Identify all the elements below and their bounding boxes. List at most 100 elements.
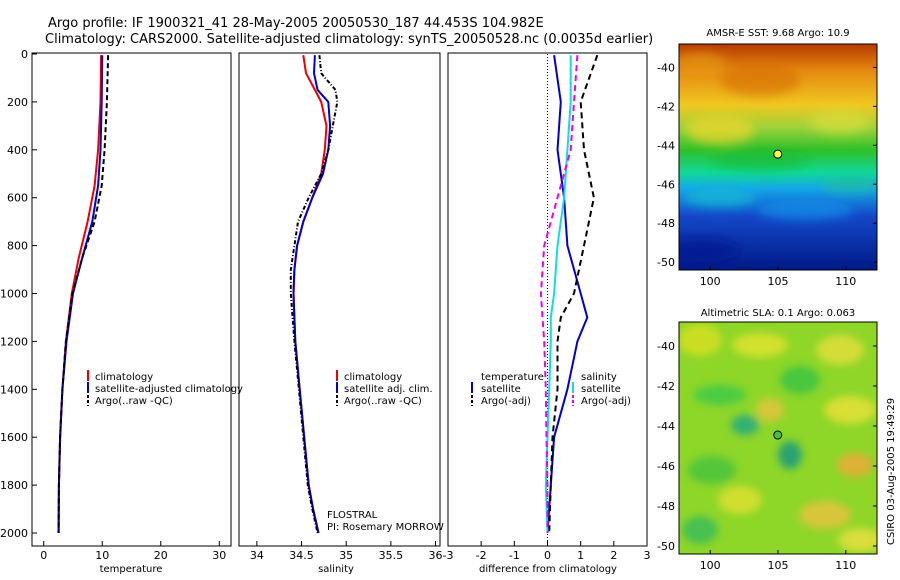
map-y-tick-label: -44 [657,139,675,152]
pi-note: PI: Rosemary MORROW [327,522,444,533]
sst-map-axes: 100 105 110 -40 -42 -44 -46 -48 -50 [657,61,877,288]
map-x-tick-label: 110 [835,559,856,572]
x-tick-label: -2 [476,549,487,562]
sst-map-panel: AMSR-E SST: 9.68 Argo: 10.9 100 105 110 -40… [657,28,878,288]
difference-legend: temperature satellite Argo(-adj) salinit… [471,372,631,407]
float-name-note: FLOSTRAL [327,510,378,521]
legend-label-argo: Argo(..raw -QC) [95,396,173,407]
y-tick-label: 400 [7,144,28,157]
legend-label-sal-satellite: satellite [581,384,621,395]
temperature-x-axis: 0 10 20 30 [40,541,226,562]
legend-label-satellite-adj: satellite adj. clim. [344,384,433,395]
x-tick-label: 0 [544,549,551,562]
sla-texture [679,324,877,552]
y-tick-label: 200 [7,96,28,109]
salinity-panel: 34 34.5 35 35.5 36 salinity climatology sate… [238,52,444,575]
csiro-timestamp: CSIRO 03-Aug-2005 19:49:29 [886,398,897,545]
difference-series [539,54,599,534]
map-y-tick-label: -46 [657,178,675,191]
map-x-tick-label: 100 [700,275,721,288]
y-tick-label: 1200 [0,335,28,348]
difference-xlabel: difference from climatology [479,564,617,575]
salinity-plot-frame [238,52,441,547]
map-y-tick-label: -50 [657,540,675,553]
x-tick-label: 30 [212,549,226,562]
legend-label-argo: Argo(..raw -QC) [344,396,422,407]
x-tick-label: 34 [250,549,264,562]
series-line-satellite-adj-clim- [292,55,332,534]
x-tick-label: 36 [429,549,443,562]
argo-float-marker [773,149,783,159]
legend-label-climatology: climatology [344,372,402,383]
y-tick-label: 1600 [0,431,28,444]
sst-heatmap [679,44,877,270]
depth-axis: 0 200 400 600 800 1000 1200 1400 1600 1800 2000 [0,48,37,540]
temperature-panel: 0 200 400 600 800 1000 1200 1400 1600 1800 2000 0 1… [0,48,243,575]
y-tick-label: 2000 [0,527,28,540]
legend-label-climatology: climatology [95,372,153,383]
legend-label-sal-argo: Argo(-adj) [581,396,631,407]
map-y-tick-label: -40 [657,61,675,74]
sla-map-axes: 100 105 110 -40 -42 -44 -46 -48 -50 [657,340,877,572]
x-tick-label: -1 [509,549,520,562]
salinity-xlabel: salinity [318,564,354,575]
y-tick-label: 1800 [0,479,28,492]
x-tick-label: 34.5 [289,549,314,562]
legend-label-temp-argo: Argo(-adj) [481,396,531,407]
x-tick-label: 1 [577,549,584,562]
map-x-tick-label: 105 [768,275,789,288]
x-tick-label: 35 [339,549,353,562]
x-tick-label: 10 [95,549,109,562]
map-x-tick-label: 100 [700,559,721,572]
x-tick-label: 2 [610,549,617,562]
map-y-tick-label: -42 [657,380,675,393]
y-tick-label: 800 [7,240,28,253]
map-x-tick-label: 110 [835,275,856,288]
salinity-x-axis: 34 34.5 35 35.5 36 [250,541,443,562]
map-y-tick-label: -42 [657,100,675,113]
series-line-salinity-argo-adj- [539,55,579,533]
map-y-tick-label: -40 [657,340,675,353]
x-tick-label: 35.5 [379,549,404,562]
series-line-satellite-adjusted-climatology [57,55,104,534]
sla-map-title: Altimetric SLA: 0.1 Argo: 0.063 [701,308,856,319]
sst-map-title: AMSR-E SST: 9.68 Argo: 10.9 [706,28,849,39]
map-x-tick-label: 105 [768,559,789,572]
y-tick-label: 600 [7,192,28,205]
temperature-xlabel: temperature [100,564,163,575]
sla-map-panel: Altimetric SLA: 0.1 Argo: 0.063 [657,308,878,572]
y-tick-label: 1000 [0,288,28,301]
figure-title-line2: Climatology: CARS2000. Satellite-adjuste… [45,32,653,47]
temperature-legend: climatology satellite-adjusted climatolo… [87,370,243,407]
salinity-legend: climatology satellite adj. clim. Argo(..… [336,370,433,407]
series-line-temperature-satellite [546,55,589,534]
temperature-series [57,55,110,534]
difference-x-axis: -3 -2 -1 0 1 2 3 [443,541,651,562]
temperature-plot-frame [31,52,232,547]
map-y-tick-label: -50 [657,256,675,269]
argo-float-marker-sla [773,430,783,440]
x-tick-label: 0 [40,549,47,562]
figure-title-line1: Argo profile: IF 1900321_41 28-May-2005 … [48,16,544,31]
series-line-climatology [292,55,328,534]
sst-texture [679,52,877,262]
legend-heading-salinity: salinity [581,372,617,383]
x-tick-label: -3 [443,549,454,562]
x-tick-label: 3 [644,549,651,562]
map-y-tick-label: -48 [657,217,675,230]
salinity-series [289,55,339,534]
legend-label-satellite-adjusted: satellite-adjusted climatology [95,384,243,395]
x-tick-label: 20 [154,549,168,562]
series-line-argo-raw-qc- [57,55,110,534]
series-line-argo-raw-qc- [289,55,339,534]
legend-label-temp-satellite: satellite [481,384,521,395]
difference-panel: -3 -2 -1 0 1 2 3 difference from climatology t… [443,52,651,575]
legend-heading-temperature: temperature [481,372,544,383]
y-tick-label: 0 [21,48,28,61]
sla-heatmap [679,322,877,554]
series-line-climatology [57,55,103,534]
map-y-tick-label: -44 [657,420,675,433]
map-y-tick-label: -48 [657,500,675,513]
